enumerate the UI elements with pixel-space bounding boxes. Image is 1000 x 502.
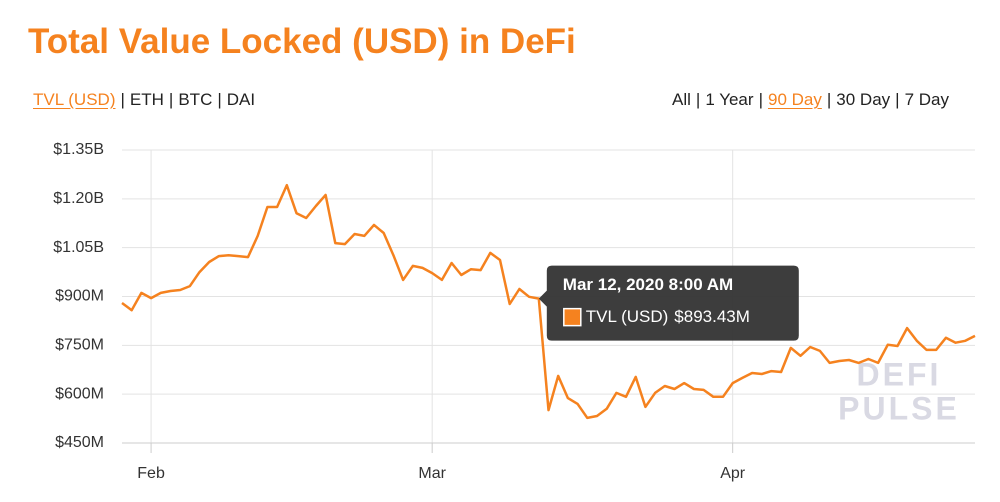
x-tick-label: Mar (418, 465, 446, 482)
tooltip: Mar 12, 2020 8:00 AM TVL (USD) $893.43M (538, 265, 799, 341)
y-tick-label: $750M (55, 337, 104, 354)
separator: | (120, 90, 125, 109)
nav-option[interactable]: 30 Day (836, 90, 891, 109)
watermark: DEFI (857, 356, 942, 392)
separator: | (695, 90, 701, 109)
x-tick-label: Feb (137, 465, 165, 482)
nav-option[interactable]: TVL (USD) (33, 90, 116, 109)
separator: | (895, 90, 900, 109)
nav-option[interactable]: 7 Day (904, 90, 949, 109)
nav-option[interactable]: DAI (226, 90, 256, 109)
separator: | (217, 90, 222, 109)
x-tick-label: Apr (720, 465, 746, 482)
tooltip-value: $893.43M (674, 307, 750, 326)
nav-option[interactable]: 90 Day (767, 90, 822, 109)
nav-option[interactable]: 1 Year (705, 90, 754, 109)
separator: | (758, 90, 763, 109)
watermark: PULSE (838, 390, 960, 426)
y-tick-label: $1.05B (53, 239, 104, 256)
separator: | (168, 90, 174, 109)
nav-option[interactable]: All (672, 90, 691, 109)
y-tick-label: $600M (55, 385, 104, 402)
line (121, 183, 976, 420)
y-tick-label: $1.20B (53, 190, 104, 207)
tooltip-box (538, 265, 799, 341)
nav-option[interactable]: BTC (178, 90, 213, 109)
tooltip-title: Mar 12, 2020 8:00 AM (563, 275, 733, 294)
tooltip-series: TVL (USD) (586, 307, 669, 326)
metric-nav: TVL (USD) | ETH | BTC | DAI (30, 90, 258, 110)
page-title: Total Value Locked (USD) in DeFi (28, 22, 576, 61)
nav-option[interactable]: ETH (129, 90, 164, 109)
y-tick-label: $450M (55, 434, 104, 451)
tooltip-swatch (563, 307, 582, 327)
range-nav: All | 1 Year | 90 Day | 30 Day | 7 Day (669, 90, 952, 110)
y-tick-label: $1.35B (53, 141, 104, 158)
y-tick-label: $900M (55, 288, 104, 305)
separator: | (826, 90, 832, 109)
